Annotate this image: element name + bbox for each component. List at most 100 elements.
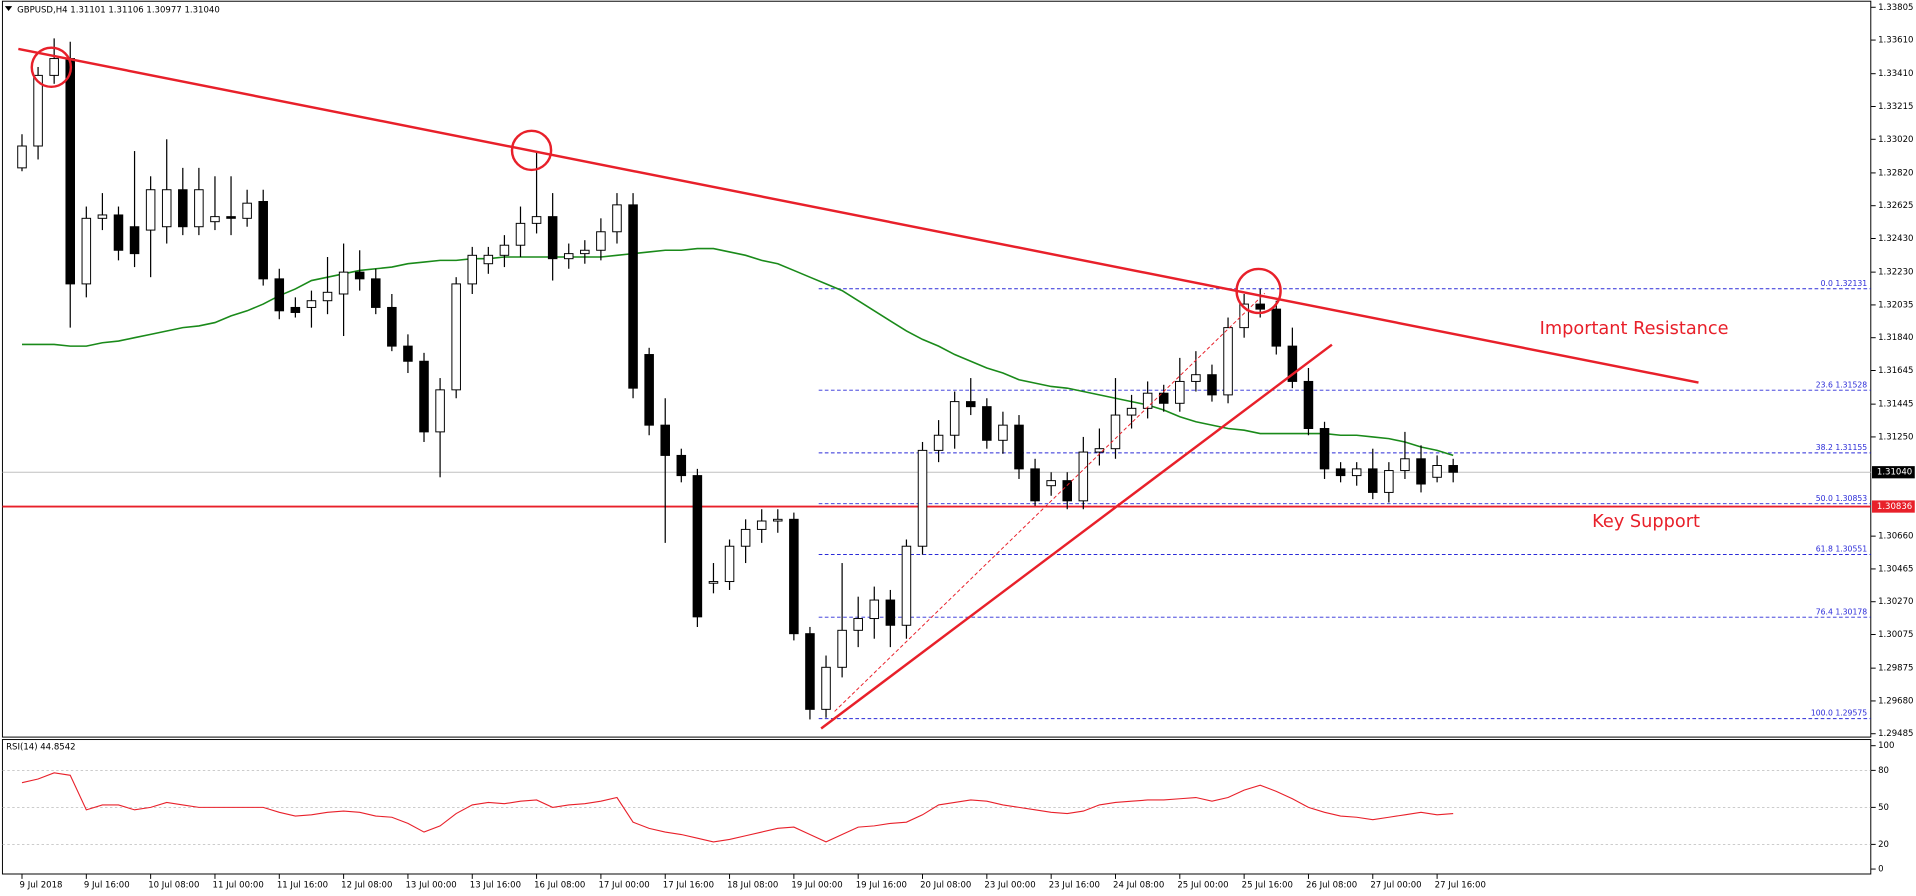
candle-body	[274, 278, 285, 312]
x-tick-label: 11 Jul 00:00	[213, 880, 264, 890]
y-tick-label: 1.29680	[1878, 696, 1913, 706]
candle-body	[1142, 392, 1153, 409]
candle-body	[499, 244, 510, 256]
candle-body	[547, 216, 558, 260]
candle-body	[773, 518, 783, 522]
x-tick-label: 27 Jul 00:00	[1370, 880, 1421, 890]
candle-body	[178, 189, 188, 228]
plot	[2, 38, 1871, 720]
x-tick-label: 25 Jul 00:00	[1177, 880, 1228, 890]
candle-body	[435, 389, 445, 433]
last-price-box	[1872, 466, 1915, 479]
fib-trendline	[834, 293, 1266, 712]
rsi-tick-label: 80	[1878, 766, 1889, 776]
x-tick-label: 23 Jul 16:00	[1049, 880, 1100, 890]
annotation: Key Support	[1592, 512, 1700, 532]
candle-body	[1303, 380, 1314, 430]
candle-body	[756, 520, 767, 530]
y-tick-label: 1.29485	[1878, 729, 1913, 739]
x-tick-label: 12 Jul 08:00	[341, 880, 392, 890]
x-tick-label: 17 Jul 00:00	[598, 880, 649, 890]
x-tick-label: 20 Jul 08:00	[920, 880, 971, 890]
x-tick-label: 19 Jul 16:00	[856, 880, 907, 890]
rsi-panel	[1, 739, 1872, 875]
candle-body	[97, 214, 108, 219]
candle-body	[1448, 465, 1458, 473]
x-tick-label: 27 Jul 16:00	[1435, 880, 1486, 890]
candle-body	[563, 253, 574, 260]
candle-body	[515, 222, 526, 246]
fib-label: 61.8 1.30551	[1816, 545, 1867, 554]
candle-body	[1239, 303, 1249, 329]
candle-body	[949, 401, 960, 436]
candle-body	[998, 424, 1008, 441]
candle-body	[258, 201, 268, 280]
candle-body	[1207, 374, 1217, 396]
candle-body	[612, 204, 622, 233]
x-tick-label: 11 Jul 16:00	[277, 880, 328, 890]
candle-body	[982, 406, 992, 441]
y-tick-label: 1.32820	[1878, 168, 1913, 178]
candle-body	[1078, 451, 1089, 502]
y-tick-label: 1.33610	[1878, 36, 1913, 46]
y-tick-label: 1.33805	[1878, 3, 1913, 13]
y-tick-label: 1.30270	[1878, 597, 1913, 607]
y-tick-label: 1.30465	[1878, 564, 1913, 574]
moving-average	[21, 247, 1454, 457]
candle-body	[580, 249, 590, 255]
candle-body	[17, 145, 27, 169]
candle-body	[467, 254, 478, 285]
candle-body	[676, 454, 687, 477]
candle-body	[805, 633, 815, 710]
candle-body	[1062, 480, 1073, 502]
candle-body	[1030, 468, 1040, 502]
candle-body	[724, 545, 735, 583]
candle-body	[1046, 480, 1056, 487]
candle-body	[419, 360, 429, 433]
candle-body	[708, 581, 719, 584]
candle-body	[65, 58, 76, 285]
support-trendline	[820, 343, 1333, 730]
rsi-title: RSI(14) 44.8542	[6, 742, 75, 752]
candle-body	[33, 74, 43, 147]
high-circle	[510, 129, 553, 172]
candle-body	[1319, 428, 1330, 470]
candle-body	[965, 401, 976, 408]
candle-body	[322, 291, 333, 302]
candle-body	[1126, 407, 1137, 416]
x-tick-label: 23 Jul 00:00	[984, 880, 1035, 890]
x-tick-label: 18 Jul 08:00	[727, 880, 778, 890]
candle-body	[1287, 345, 1298, 382]
candle-body	[387, 306, 397, 347]
candle-body	[869, 599, 880, 620]
candle-body	[1335, 468, 1346, 477]
candle-body	[1191, 374, 1201, 382]
x-tick-label: 9 Jul 16:00	[84, 880, 130, 890]
fib-label: 0.0 1.32131	[1821, 279, 1868, 288]
candle-body	[692, 475, 703, 618]
candle-body	[531, 216, 542, 224]
y-tick-label: 1.32230	[1878, 268, 1913, 278]
candle-body	[226, 216, 236, 219]
y-tick-label: 1.31645	[1878, 366, 1913, 376]
candle-body	[451, 283, 461, 391]
candle-body	[740, 528, 751, 547]
y-tick-label: 1.31445	[1878, 400, 1913, 410]
menu-arrow	[4, 6, 13, 12]
candle-body	[1158, 392, 1169, 404]
y-tick-label: 1.32430	[1878, 234, 1913, 244]
y-tick-label: 1.30075	[1878, 630, 1913, 640]
candle-body	[1368, 468, 1378, 493]
candle-body	[161, 189, 172, 228]
candle-body	[789, 518, 799, 635]
fib-label: 23.6 1.31528	[1816, 380, 1867, 389]
candle-body	[644, 354, 654, 426]
candle-body	[885, 599, 896, 626]
y-tick-label: 1.33410	[1878, 69, 1913, 79]
y-tick-label: 1.32625	[1878, 201, 1913, 211]
candle-body	[1384, 470, 1394, 493]
candle-body	[596, 231, 606, 251]
candle-body	[81, 217, 92, 285]
candle-body	[821, 666, 831, 710]
